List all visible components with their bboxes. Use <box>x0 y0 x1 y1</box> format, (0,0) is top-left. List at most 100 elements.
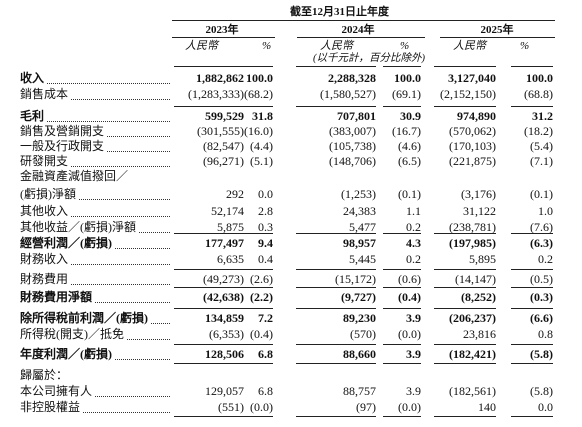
rule <box>174 308 244 309</box>
rule <box>511 106 553 107</box>
cell-value: 23,816 <box>463 327 496 341</box>
cell-value: 6.8 <box>258 347 273 361</box>
cell-value: 88,757 <box>343 384 376 398</box>
cell-value: (96,271) <box>203 154 244 168</box>
rule <box>174 363 244 364</box>
cell-value: (182,421) <box>449 347 496 361</box>
rule <box>172 37 275 38</box>
column-header: 人民幣 <box>453 40 486 52</box>
rule <box>243 363 273 364</box>
cell-value: (6.5) <box>398 154 421 168</box>
rule <box>174 344 244 345</box>
cell-value: 2.8 <box>258 204 273 218</box>
cell-value: 100.0 <box>394 71 421 85</box>
cell-value: 4.3 <box>406 236 421 250</box>
cell-value: (148,706) <box>329 154 376 168</box>
leader-dots <box>20 396 170 397</box>
cell-value: (0.5) <box>530 272 553 286</box>
cell-value: 0.2 <box>406 220 421 234</box>
rule <box>511 344 553 345</box>
row-label: 歸屬於： <box>20 367 71 383</box>
row-label: 金融資產減值撥回／ <box>20 168 131 184</box>
rule <box>383 344 421 345</box>
cell-value: 1.0 <box>538 204 553 218</box>
cell-value: (551) <box>218 400 244 414</box>
cell-value: (0.4) <box>250 327 273 341</box>
row-label: 經營利潤／(虧損) <box>20 235 114 251</box>
rule <box>511 308 553 309</box>
cell-value: (2.6) <box>250 272 273 286</box>
cell-value: (2.2) <box>250 290 273 304</box>
rule <box>383 287 421 288</box>
rule <box>174 106 244 107</box>
rule <box>383 416 421 417</box>
cell-value: (68.8) <box>524 87 553 101</box>
leader-dots <box>20 302 170 303</box>
rule <box>296 106 376 107</box>
rule <box>296 66 376 67</box>
rule <box>434 344 496 345</box>
cell-value: (5.8) <box>530 384 553 398</box>
cell-value: (5.4) <box>530 139 553 153</box>
cell-value: 0.3 <box>258 220 273 234</box>
column-header: % <box>520 40 530 52</box>
rule <box>434 269 496 270</box>
cell-value: (2,152,150) <box>440 87 496 101</box>
rule <box>440 37 555 38</box>
cell-value: 974,890 <box>457 109 496 123</box>
rule <box>297 37 425 38</box>
cell-value: 129,057 <box>205 384 244 398</box>
year-header: 2023年 <box>205 24 239 36</box>
rule <box>296 363 376 364</box>
cell-value: (0.6) <box>398 272 421 286</box>
rule <box>174 66 244 67</box>
cell-value: (4.6) <box>398 139 421 153</box>
period-header: 截至12月31日止年度 <box>290 6 389 18</box>
cell-value: (0.1) <box>530 187 553 201</box>
leader-dots <box>20 166 170 167</box>
rule <box>243 308 273 309</box>
cell-value: (68.2) <box>244 87 273 101</box>
rule <box>296 344 376 345</box>
cell-value: 177,497 <box>205 236 244 250</box>
year-header: 2024年 <box>341 24 375 36</box>
row-label: 毛利 <box>20 108 47 124</box>
row-label: 除所得稅前利潤／(虧損) <box>20 310 150 326</box>
leader-dots <box>20 83 170 84</box>
cell-value: (0.0) <box>250 400 273 414</box>
cell-value: (6,353) <box>209 327 244 341</box>
cell-value: (9,727) <box>341 290 376 304</box>
row-label: 非控股權益 <box>20 399 83 415</box>
rule <box>296 308 376 309</box>
cell-value: (5.1) <box>250 154 273 168</box>
cell-value: 0.2 <box>406 252 421 266</box>
cell-value: (182,561) <box>449 384 496 398</box>
cell-value: 7.2 <box>258 311 273 325</box>
cell-value: 98,957 <box>343 236 376 250</box>
leader-dots <box>20 199 170 200</box>
cell-value: (15,172) <box>335 272 376 286</box>
cell-value: (238,781) <box>449 220 496 234</box>
cell-value: (1,253) <box>341 187 376 201</box>
cell-value: 1.1 <box>406 204 421 218</box>
cell-value: 88,660 <box>343 347 376 361</box>
column-header: % <box>262 40 272 52</box>
cell-value: 100.0 <box>526 71 553 85</box>
cell-value: 3.9 <box>406 384 421 398</box>
cell-value: (206,237) <box>449 311 496 325</box>
cell-value: (170,103) <box>449 139 496 153</box>
row-label: 銷售成本 <box>20 86 71 102</box>
cell-value: 0.0 <box>538 400 553 414</box>
cell-value: (197,985) <box>449 236 496 250</box>
rule <box>383 269 421 270</box>
cell-value: (69.1) <box>392 87 421 101</box>
rule <box>243 287 273 288</box>
cell-value: 599,529 <box>205 109 244 123</box>
row-label: 其他收益／(虧損)淨額 <box>20 219 138 235</box>
cell-value: 2,288,328 <box>328 71 376 85</box>
rule <box>511 233 553 234</box>
row-label: 其他收入 <box>20 203 71 219</box>
row-label: 銷售及營銷開支 <box>20 123 107 139</box>
rule <box>511 363 553 364</box>
row-label: 所得稅(開支)／抵免 <box>20 326 126 342</box>
